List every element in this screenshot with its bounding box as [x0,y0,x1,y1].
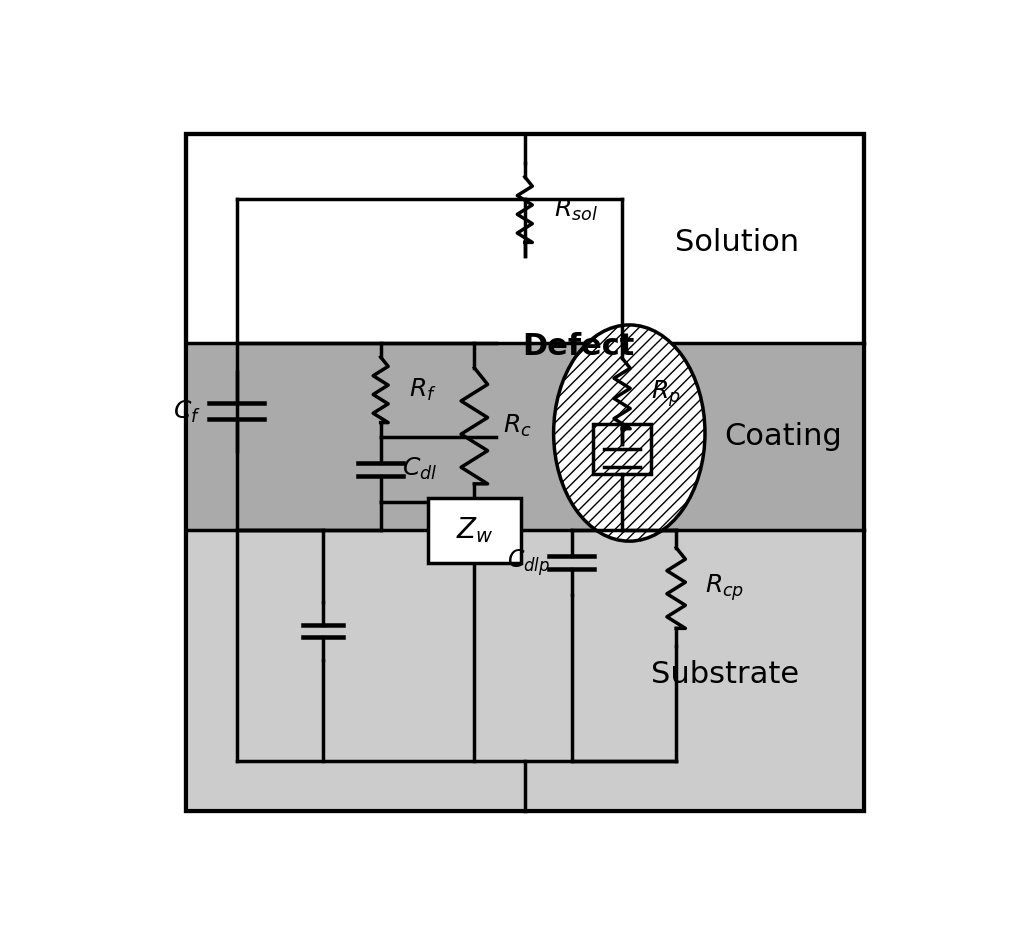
Bar [427,498,521,563]
Text: $Z_w$: $Z_w$ [456,516,494,546]
Text: Coating: Coating [724,422,842,451]
Ellipse shape [554,325,705,541]
Text: $R_f$: $R_f$ [410,376,437,402]
Text: $C_f$: $C_f$ [173,399,201,425]
Text: $C_{dl}$: $C_{dl}$ [402,456,437,482]
Bar [593,424,651,475]
Text: $C_{dlp}$: $C_{dlp}$ [507,548,550,578]
Text: $R_{cp}$: $R_{cp}$ [705,573,744,604]
Bar [186,531,863,812]
Text: Substrate: Substrate [650,660,799,689]
Text: $R_c$: $R_c$ [503,413,531,439]
Bar [186,343,863,531]
Text: Solution: Solution [675,227,799,256]
Text: Defect: Defect [522,332,635,361]
Text: $R_{sol}$: $R_{sol}$ [554,197,598,223]
Text: $R_p$: $R_p$ [651,378,681,409]
